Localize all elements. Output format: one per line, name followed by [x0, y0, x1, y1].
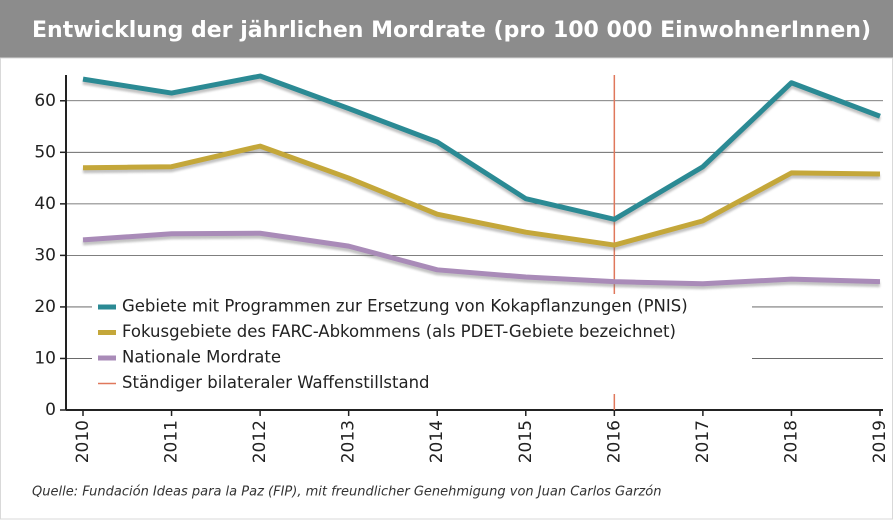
title-bar	[0, 0, 893, 58]
series	[82, 73, 881, 222]
legend-label: Nationale Mordrate	[122, 348, 281, 367]
x-tick-label: 2015	[516, 420, 536, 463]
y-tick-label: 30	[34, 245, 56, 265]
chart-title: Entwicklung der jährlichen Mordrate (pro…	[32, 18, 871, 43]
series-line	[82, 73, 881, 222]
legend-label: Gebiete mit Programmen zur Ersetzung von…	[122, 297, 688, 316]
x-tick-label: 2016	[604, 420, 624, 463]
x-tick-label: 2018	[781, 420, 801, 463]
y-tick-label: 40	[34, 194, 56, 214]
x-tick-label: 2011	[162, 420, 182, 463]
y-tick-label: 50	[34, 142, 56, 162]
y-tick-label: 0	[45, 400, 56, 420]
x-tick-label: 2017	[693, 420, 713, 463]
legend-label: Fokusgebiete des FARC-Abkommens (als PDE…	[122, 322, 676, 341]
x-tick-label: 2010	[73, 420, 93, 463]
y-tick-label: 20	[34, 297, 56, 317]
x-tick-label: 2013	[339, 420, 359, 463]
series-line	[82, 143, 881, 248]
y-tick-label: 60	[34, 91, 56, 111]
x-tick-label: 2014	[427, 420, 447, 463]
series	[82, 230, 881, 287]
x-tick-label: 2012	[250, 420, 270, 463]
x-tick-label: 2019	[870, 420, 890, 463]
legend-bg	[92, 294, 752, 394]
series	[82, 143, 881, 248]
source: Quelle: Fundación Ideas para la Paz (FIP…	[32, 485, 661, 500]
series-line	[82, 230, 881, 287]
y-tick-label: 10	[34, 348, 56, 368]
legend-label: Ständiger bilateraler Waffenstillstand	[122, 373, 430, 392]
